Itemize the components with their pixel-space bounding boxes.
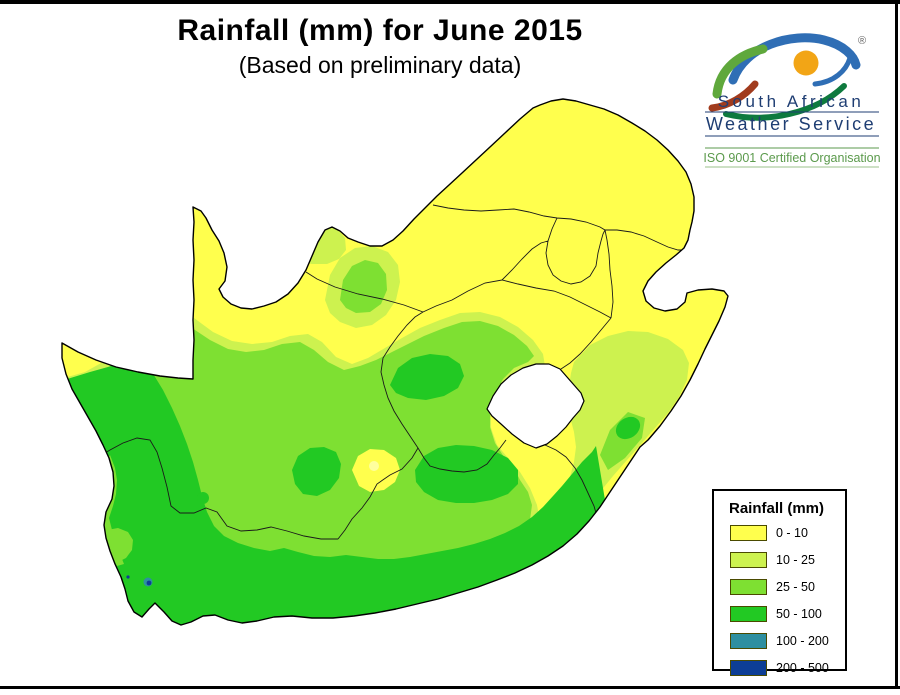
legend-label: 50 - 100: [776, 607, 822, 621]
legend-label: 0 - 10: [776, 526, 808, 540]
country-outline: [61, 98, 729, 626]
legend-label: 100 - 200: [776, 634, 829, 648]
legend-swatch-25-50: [730, 579, 767, 595]
legend-swatch-200-500: [730, 660, 767, 676]
legend-swatch-10-25: [730, 552, 767, 568]
sun-icon: [793, 50, 819, 76]
legend-swatch-0-10: [730, 525, 767, 541]
logo-line2: Weather Service: [706, 114, 876, 134]
legend-title: Rainfall (mm): [729, 500, 825, 517]
legend-item: 25 - 50: [730, 579, 845, 595]
legend-item: 200 - 500: [730, 660, 845, 676]
page-subtitle: (Based on preliminary data): [238, 52, 522, 78]
legend-item: 50 - 100: [730, 606, 845, 622]
frame-top-border: [0, 0, 900, 4]
legend-swatch-100-200: [730, 633, 767, 649]
frame-bottom-border: [0, 686, 900, 689]
province-borders: [96, 204, 686, 549]
page-title: Rainfall (mm) for June 2015: [177, 14, 583, 47]
legend-item: 0 - 10: [730, 525, 845, 541]
saws-logo-graphic: ® South African Weather Service ISO 9001…: [703, 33, 881, 168]
frame-right-border: [895, 0, 898, 689]
legend-swatch-50-100: [730, 606, 767, 622]
saws-logo: ® South African Weather Service ISO 9001…: [695, 20, 881, 172]
lesotho-enclave: [486, 363, 585, 449]
title-block: Rainfall (mm) for June 2015 (Based on pr…: [0, 14, 760, 79]
legend-item: 10 - 25: [730, 552, 845, 568]
logo-line1: South African: [718, 92, 865, 111]
legend-item: 100 - 200: [730, 633, 845, 649]
legend-box: Rainfall (mm) 0 - 10 10 - 25 25 - 50 50 …: [712, 489, 847, 676]
iso-certification-text: ISO 9001 Certified Organisation: [703, 151, 880, 165]
registered-mark: ®: [858, 35, 866, 47]
saws-swirl-icon: [708, 33, 861, 121]
legend-label: 25 - 50: [776, 580, 815, 594]
legend-label: 200 - 500: [776, 661, 829, 675]
legend-label: 10 - 25: [776, 553, 815, 567]
